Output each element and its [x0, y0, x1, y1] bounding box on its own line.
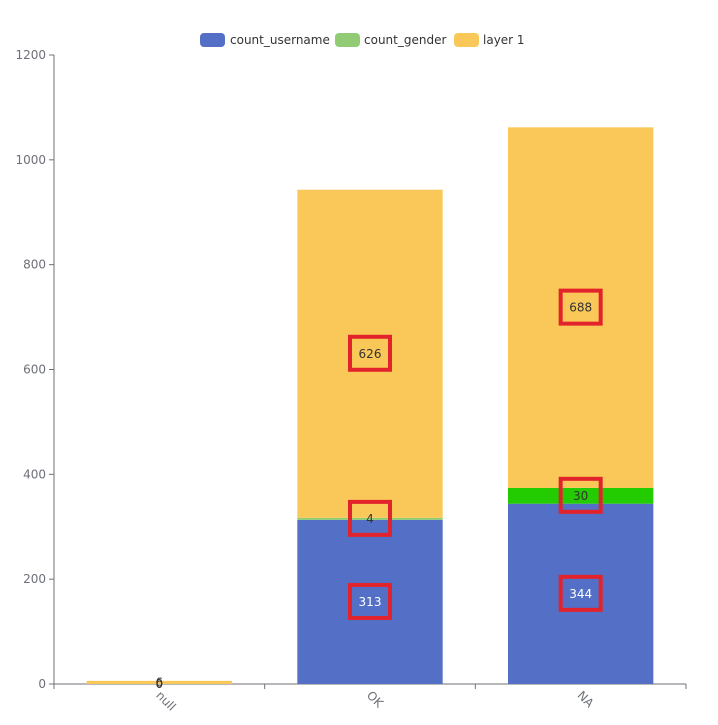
y-tick-label-2: 400: [23, 467, 46, 481]
legend-label-0[interactable]: count_username: [230, 33, 330, 47]
data-label-NA-1: 30: [573, 489, 588, 503]
y-tick-label-4: 800: [23, 258, 46, 272]
bar-NA-1[interactable]: [507, 487, 654, 504]
bar-OK-2[interactable]: [297, 189, 443, 518]
bar-NA-2[interactable]: [507, 127, 654, 488]
bars: [86, 127, 654, 684]
y-tick-label-5: 1000: [15, 153, 46, 167]
y-tick-label-6: 1200: [15, 48, 46, 62]
highlight-box-NA-0: [558, 574, 603, 612]
bar-null-2[interactable]: [86, 680, 233, 684]
legend-swatch-0[interactable]: [200, 33, 225, 47]
highlight-box-NA-2: [558, 288, 603, 326]
legend-swatch-1[interactable]: [335, 33, 360, 47]
legend-label-2[interactable]: layer 1: [483, 33, 525, 47]
legend-label-1[interactable]: count_gender: [364, 33, 446, 47]
y-tick-label-0: 0: [38, 677, 46, 691]
data-label-OK-2: 626: [359, 347, 382, 361]
data-label-NA-2: 688: [569, 301, 592, 315]
y-tick-label-1: 200: [23, 572, 46, 586]
legend-swatch-2[interactable]: [454, 33, 479, 47]
bar-OK-1[interactable]: [297, 517, 443, 520]
highlight-box-NA-1: [558, 476, 603, 514]
highlight-box-OK-0: [348, 582, 392, 620]
y-tick-label-3: 600: [23, 363, 46, 377]
y-axis: 0 200 400 600 800 1000 1200: [15, 48, 55, 691]
x-tick-label-null: null: [153, 688, 178, 713]
data-label-null-1: 0: [156, 677, 164, 691]
x-tick-label-NA: NA: [575, 688, 598, 711]
data-label-OK-0: 313: [359, 595, 382, 609]
highlight-box-OK-1: [348, 499, 392, 537]
x-tick-label-OK: OK: [364, 688, 387, 711]
legend: count_username count_gender layer 1: [200, 33, 525, 47]
bar-OK-0[interactable]: [297, 519, 443, 684]
data-label-null-2: 6: [156, 675, 164, 689]
data-label-NA-0: 344: [569, 587, 592, 601]
x-axis: null OK NA: [53, 683, 687, 714]
data-label-null-0: 0: [156, 677, 164, 691]
data-label-OK-1: 4: [366, 512, 374, 526]
bar-NA-0[interactable]: [507, 503, 654, 684]
highlight-box-OK-2: [348, 334, 392, 372]
